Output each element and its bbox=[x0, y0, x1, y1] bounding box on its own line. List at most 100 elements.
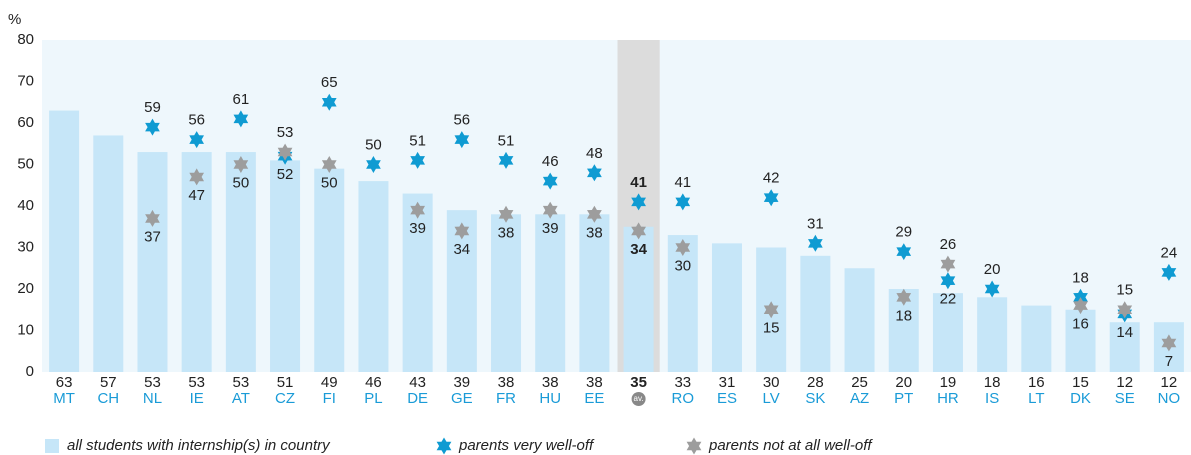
star-value-label: 34 bbox=[630, 241, 647, 258]
bar bbox=[1065, 309, 1096, 372]
star-value-label: 18 bbox=[1072, 269, 1089, 286]
bar-value-label: 20 bbox=[895, 374, 912, 391]
star-value-label: 50 bbox=[321, 174, 338, 191]
x-tick-label: IE bbox=[190, 390, 204, 407]
bar bbox=[1021, 305, 1052, 372]
star-value-label: 51 bbox=[409, 132, 426, 149]
y-tick-label: 0 bbox=[26, 363, 34, 380]
bar bbox=[93, 135, 124, 372]
star-value-label: 41 bbox=[674, 174, 691, 191]
star-value-label: 18 bbox=[895, 307, 912, 324]
x-tick-label: NL bbox=[143, 390, 162, 407]
star-marker bbox=[763, 301, 779, 319]
y-tick-label: 30 bbox=[17, 238, 34, 255]
bar-value-label: 43 bbox=[409, 374, 426, 391]
legend-swatch bbox=[686, 437, 702, 455]
star-value-label: 53 bbox=[277, 124, 294, 141]
legend-label: parents very well-off bbox=[458, 437, 595, 454]
star-marker bbox=[631, 193, 646, 211]
star-marker bbox=[587, 205, 602, 223]
star-marker bbox=[940, 255, 956, 273]
bar-value-label: 25 bbox=[851, 374, 868, 391]
star-value-label: 34 bbox=[453, 241, 470, 258]
x-tick-label: PT bbox=[894, 390, 913, 407]
bar bbox=[491, 214, 522, 372]
bar-value-label: 53 bbox=[188, 374, 205, 391]
legend-swatch bbox=[45, 439, 59, 453]
star-value-label: 15 bbox=[1116, 282, 1133, 299]
bar bbox=[579, 214, 610, 372]
x-tick-label: HR bbox=[937, 390, 959, 407]
star-marker bbox=[454, 131, 470, 149]
bar bbox=[49, 110, 80, 373]
star-value-label: 56 bbox=[453, 112, 470, 129]
star-value-label: 51 bbox=[498, 132, 515, 149]
star-marker bbox=[940, 272, 956, 290]
bar bbox=[667, 235, 698, 372]
bar-value-label: 31 bbox=[719, 374, 736, 391]
bar bbox=[844, 268, 875, 372]
x-tick-label: RO bbox=[672, 390, 695, 407]
star-marker bbox=[1117, 301, 1133, 319]
x-tick-label: GE bbox=[451, 390, 473, 407]
star-value-label: 38 bbox=[498, 224, 515, 241]
y-tick-label: 10 bbox=[17, 321, 34, 338]
x-tick-label: SE bbox=[1115, 390, 1135, 407]
star-value-label: 20 bbox=[984, 261, 1001, 278]
plot-background bbox=[42, 40, 1191, 372]
x-tick-label: FR bbox=[496, 390, 516, 407]
x-tick-label: HU bbox=[539, 390, 561, 407]
star-marker bbox=[763, 189, 779, 207]
x-tick-label: EE bbox=[584, 390, 604, 407]
bar-value-label: 33 bbox=[674, 374, 691, 391]
x-tick-label: AZ bbox=[850, 390, 869, 407]
y-tick-label: 40 bbox=[17, 197, 34, 214]
legend-label: all students with internship(s) in count… bbox=[67, 437, 331, 454]
star-value-label: 14 bbox=[1116, 324, 1133, 341]
x-tick-label: SK bbox=[805, 390, 825, 407]
star-marker bbox=[542, 172, 558, 190]
bar-value-label: 51 bbox=[277, 374, 294, 391]
bar-value-label: 12 bbox=[1161, 374, 1178, 391]
star-value-label: 39 bbox=[409, 220, 426, 237]
star-marker bbox=[498, 151, 514, 169]
bar-value-label: 57 bbox=[100, 374, 117, 391]
star-marker bbox=[233, 156, 249, 173]
legend-swatch bbox=[436, 437, 452, 455]
bar-value-label: 53 bbox=[233, 374, 250, 391]
x-tick-label: av. bbox=[634, 394, 644, 403]
bar-value-label: 63 bbox=[56, 374, 73, 391]
star-marker bbox=[145, 209, 160, 227]
bar bbox=[535, 214, 566, 372]
star-value-label: 7 bbox=[1165, 353, 1173, 370]
star-value-label: 42 bbox=[763, 170, 780, 187]
x-tick-label: ES bbox=[717, 390, 737, 407]
category-badge bbox=[631, 392, 646, 406]
star-value-label: 50 bbox=[365, 136, 382, 153]
bar bbox=[977, 297, 1008, 372]
star-marker bbox=[542, 201, 558, 219]
star-marker bbox=[410, 151, 425, 169]
star-marker bbox=[675, 239, 691, 256]
x-tick-label: FI bbox=[323, 390, 336, 407]
bar bbox=[800, 255, 831, 372]
x-tick-label: PL bbox=[364, 390, 382, 407]
bar bbox=[932, 293, 963, 372]
bar-value-label: 38 bbox=[542, 374, 559, 391]
x-tick-label: LV bbox=[763, 390, 780, 407]
star-value-label: 48 bbox=[586, 145, 603, 162]
star-value-label: 22 bbox=[940, 291, 957, 308]
bar bbox=[270, 160, 301, 372]
bar-value-label: 38 bbox=[586, 374, 603, 391]
x-tick-label: LT bbox=[1028, 390, 1044, 407]
star-value-label: 29 bbox=[895, 224, 912, 241]
star-marker bbox=[498, 205, 514, 223]
star-value-label: 47 bbox=[188, 187, 205, 204]
star-value-label: 24 bbox=[1161, 244, 1178, 261]
star-marker bbox=[410, 201, 425, 219]
star-marker bbox=[984, 280, 1000, 298]
x-tick-label: AT bbox=[232, 390, 250, 407]
star-value-label: 30 bbox=[674, 257, 691, 274]
bar bbox=[1109, 322, 1140, 372]
